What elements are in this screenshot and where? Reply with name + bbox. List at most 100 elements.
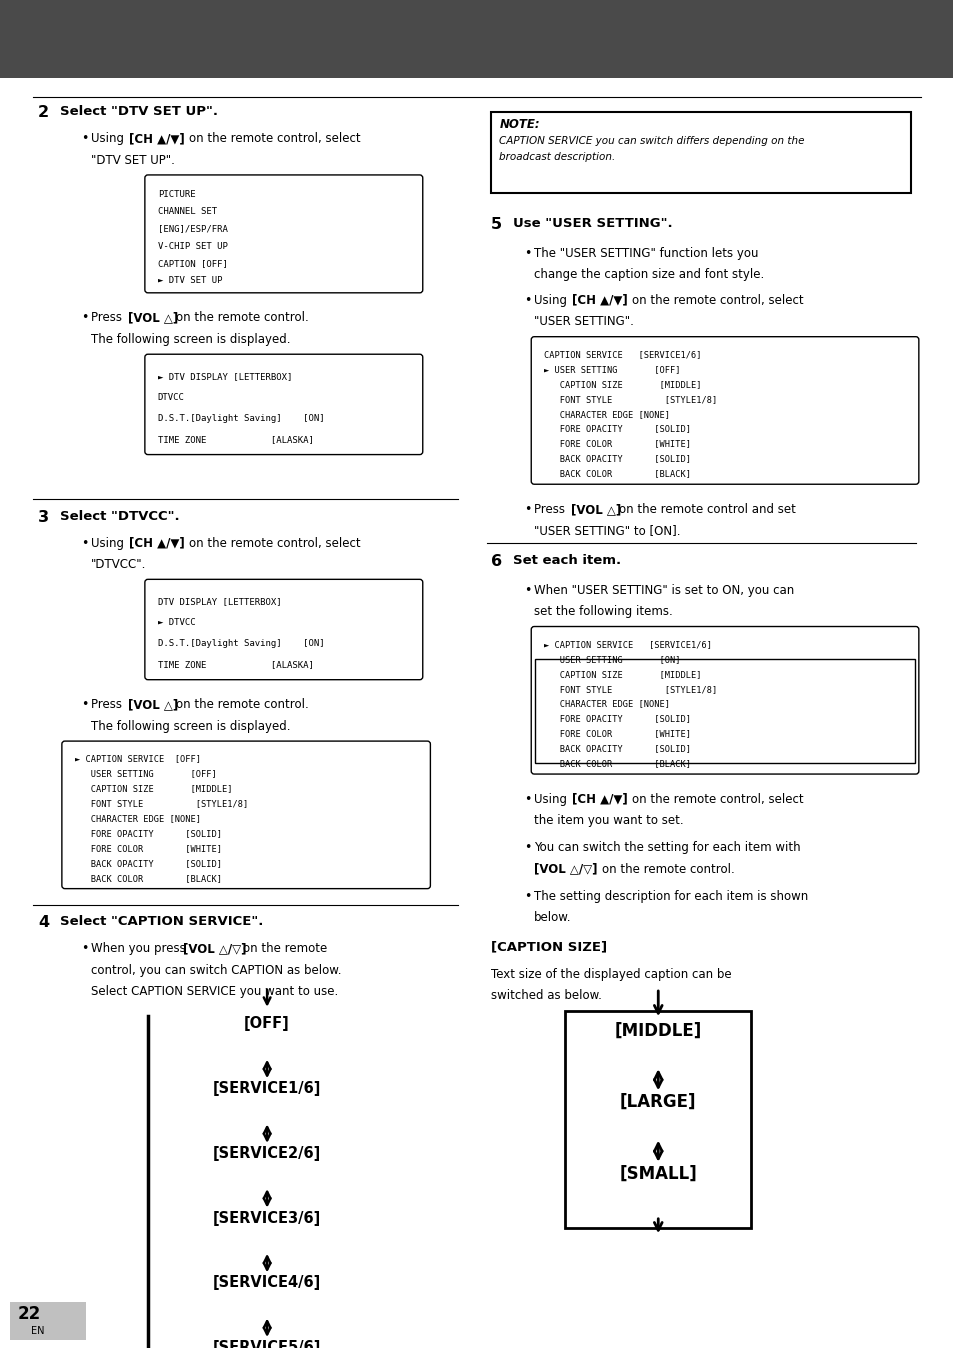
Text: V-CHIP SET UP: V-CHIP SET UP xyxy=(157,241,228,251)
Text: Press: Press xyxy=(91,698,125,712)
Text: Press: Press xyxy=(534,503,568,516)
Text: [MIDDLE]: [MIDDLE] xyxy=(614,1022,701,1039)
Text: Press: Press xyxy=(91,311,125,325)
Text: FONT STYLE          [STYLE1/8]: FONT STYLE [STYLE1/8] xyxy=(543,395,717,404)
Text: •: • xyxy=(81,698,88,712)
Text: control, you can switch CAPTION as below.: control, you can switch CAPTION as below… xyxy=(91,964,341,977)
Text: FONT STYLE          [STYLE1/8]: FONT STYLE [STYLE1/8] xyxy=(74,799,248,809)
Text: "DTV SET UP".: "DTV SET UP". xyxy=(91,154,174,167)
Text: USER SETTING       [ON]: USER SETTING [ON] xyxy=(543,655,680,663)
Text: FORE COLOR        [WHITE]: FORE COLOR [WHITE] xyxy=(74,844,222,853)
Text: on the remote: on the remote xyxy=(242,942,327,956)
Text: [CAPTION SIZE]: [CAPTION SIZE] xyxy=(491,941,607,954)
Text: CAPTION SIZE       [MIDDLE]: CAPTION SIZE [MIDDLE] xyxy=(74,785,233,794)
Text: [SERVICE2/6]: [SERVICE2/6] xyxy=(213,1146,321,1161)
Text: 3: 3 xyxy=(38,510,50,524)
Text: You can switch the setting for each item with: You can switch the setting for each item… xyxy=(534,841,800,855)
Text: [SERVICE3/6]: [SERVICE3/6] xyxy=(213,1211,321,1225)
Text: on the remote control, select: on the remote control, select xyxy=(632,294,803,307)
Text: BACK OPACITY      [SOLID]: BACK OPACITY [SOLID] xyxy=(74,859,222,868)
Bar xyxy=(10,1302,86,1340)
Text: Use "USER SETTING".: Use "USER SETTING". xyxy=(513,217,672,231)
Text: [OFF]: [OFF] xyxy=(244,1016,290,1031)
FancyBboxPatch shape xyxy=(531,337,918,484)
Text: FORE OPACITY      [SOLID]: FORE OPACITY [SOLID] xyxy=(74,829,222,838)
Text: PICTURE: PICTURE xyxy=(157,190,195,200)
FancyBboxPatch shape xyxy=(531,627,918,774)
Text: [SMALL]: [SMALL] xyxy=(618,1165,697,1182)
Text: •: • xyxy=(81,942,88,956)
Text: BACK OPACITY      [SOLID]: BACK OPACITY [SOLID] xyxy=(543,454,691,464)
Text: BACK COLOR        [BLACK]: BACK COLOR [BLACK] xyxy=(74,874,222,883)
Text: Select "DTVCC".: Select "DTVCC". xyxy=(60,510,179,523)
Text: set the following items.: set the following items. xyxy=(534,605,672,619)
Text: FORE OPACITY      [SOLID]: FORE OPACITY [SOLID] xyxy=(543,714,691,724)
Text: Using: Using xyxy=(534,793,571,806)
Text: •: • xyxy=(81,132,88,146)
Text: Using: Using xyxy=(91,537,128,550)
Text: D.S.T.[Daylight Saving]    [ON]: D.S.T.[Daylight Saving] [ON] xyxy=(157,639,324,648)
Text: ► DTVCC: ► DTVCC xyxy=(157,617,195,627)
Text: switched as below.: switched as below. xyxy=(491,989,601,1003)
Text: 4: 4 xyxy=(38,915,50,930)
Text: When "USER SETTING" is set to ON, you can: When "USER SETTING" is set to ON, you ca… xyxy=(534,584,794,597)
Text: CHARACTER EDGE [NONE]: CHARACTER EDGE [NONE] xyxy=(543,700,670,709)
Text: [VOL △]: [VOL △] xyxy=(128,311,177,325)
Text: Select "CAPTION SERVICE".: Select "CAPTION SERVICE". xyxy=(60,915,263,929)
Text: Using: Using xyxy=(534,294,571,307)
Text: BACK COLOR        [BLACK]: BACK COLOR [BLACK] xyxy=(543,469,691,479)
Text: change the caption size and font style.: change the caption size and font style. xyxy=(534,268,763,282)
Text: Text size of the displayed caption can be: Text size of the displayed caption can b… xyxy=(491,968,731,981)
Text: EN: EN xyxy=(30,1326,44,1336)
Text: FORE COLOR        [WHITE]: FORE COLOR [WHITE] xyxy=(543,439,691,449)
Text: •: • xyxy=(524,793,531,806)
Text: [VOL △/▽]: [VOL △/▽] xyxy=(534,863,598,876)
Text: CAPTION SIZE       [MIDDLE]: CAPTION SIZE [MIDDLE] xyxy=(543,380,701,390)
Text: CAPTION [OFF]: CAPTION [OFF] xyxy=(157,259,228,268)
Text: BACK OPACITY      [SOLID]: BACK OPACITY [SOLID] xyxy=(543,744,691,754)
Text: The setting description for each item is shown: The setting description for each item is… xyxy=(534,890,807,903)
Text: "USER SETTING".: "USER SETTING". xyxy=(534,315,634,329)
FancyBboxPatch shape xyxy=(145,355,422,454)
Text: DTV DISPLAY [LETTERBOX]: DTV DISPLAY [LETTERBOX] xyxy=(157,597,281,607)
Text: broadcast description.: broadcast description. xyxy=(498,152,615,162)
Text: CAPTION SERVICE   [SERVICE1/6]: CAPTION SERVICE [SERVICE1/6] xyxy=(543,350,701,359)
Bar xyxy=(0,0,953,78)
Text: [SERVICE4/6]: [SERVICE4/6] xyxy=(213,1275,321,1290)
Text: NOTE:: NOTE: xyxy=(498,117,539,131)
Text: FORE COLOR        [WHITE]: FORE COLOR [WHITE] xyxy=(543,729,691,739)
Text: [CH ▲/▼]: [CH ▲/▼] xyxy=(129,132,184,146)
Text: [VOL △/▽]: [VOL △/▽] xyxy=(182,942,246,956)
Text: 6: 6 xyxy=(491,554,502,569)
Text: on the remote control.: on the remote control. xyxy=(175,311,308,325)
Text: [SERVICE1/6]: [SERVICE1/6] xyxy=(213,1081,321,1096)
Bar xyxy=(491,112,910,193)
Text: BACK COLOR        [BLACK]: BACK COLOR [BLACK] xyxy=(543,759,691,768)
Text: 22: 22 xyxy=(17,1305,40,1322)
Text: •: • xyxy=(524,841,531,855)
Text: [CH ▲/▼]: [CH ▲/▼] xyxy=(572,294,627,307)
Text: USER SETTING       [OFF]: USER SETTING [OFF] xyxy=(74,770,216,778)
Text: on the remote control, select: on the remote control, select xyxy=(632,793,803,806)
Text: 2: 2 xyxy=(38,105,50,120)
Text: •: • xyxy=(524,503,531,516)
Text: 5: 5 xyxy=(491,217,502,232)
Text: [SERVICE5/6]: [SERVICE5/6] xyxy=(213,1340,321,1348)
Text: Select CAPTION SERVICE you want to use.: Select CAPTION SERVICE you want to use. xyxy=(91,985,337,999)
Text: The following screen is displayed.: The following screen is displayed. xyxy=(91,333,290,346)
Text: Select "DTV SET UP".: Select "DTV SET UP". xyxy=(60,105,218,119)
Text: •: • xyxy=(524,584,531,597)
Text: [LARGE]: [LARGE] xyxy=(619,1093,696,1111)
Text: TIME ZONE            [ALASKA]: TIME ZONE [ALASKA] xyxy=(157,661,314,669)
Text: •: • xyxy=(524,247,531,260)
Text: [VOL △]: [VOL △] xyxy=(128,698,177,712)
Text: CHARACTER EDGE [NONE]: CHARACTER EDGE [NONE] xyxy=(74,814,201,824)
Text: [ENG]/ESP/FRA: [ENG]/ESP/FRA xyxy=(157,224,228,233)
Text: on the remote control.: on the remote control. xyxy=(601,863,734,876)
Text: CHANNEL SET: CHANNEL SET xyxy=(157,208,216,216)
Text: on the remote control.: on the remote control. xyxy=(175,698,308,712)
Text: "USER SETTING" to [ON].: "USER SETTING" to [ON]. xyxy=(534,524,680,538)
Text: •: • xyxy=(81,537,88,550)
Text: ► CAPTION SERVICE  [OFF]: ► CAPTION SERVICE [OFF] xyxy=(74,755,201,763)
Text: •: • xyxy=(81,311,88,325)
